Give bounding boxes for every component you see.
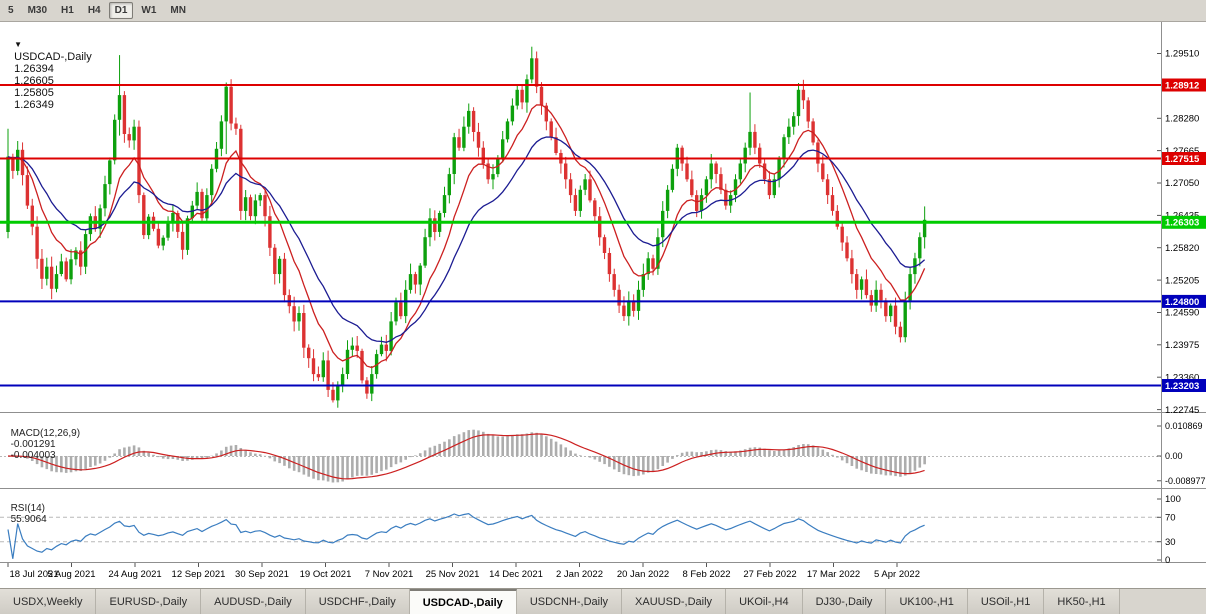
- date-label: 30 Sep 2021: [235, 569, 289, 580]
- price-axis[interactable]: 1.295101.282801.276651.270501.264351.258…: [1157, 49, 1206, 566]
- date-label: 27 Feb 2022: [743, 569, 796, 580]
- moving-averages: [7, 104, 926, 369]
- date-label: 25 Nov 2021: [426, 569, 480, 580]
- price-level-badge-label: 1.26303: [1165, 218, 1199, 229]
- candlestick-series: [6, 46, 927, 408]
- chart-symbol-label: USDCAD-,Daily: [14, 51, 92, 63]
- price-level-badge: [1162, 78, 1206, 92]
- panel-borders: [0, 22, 1206, 563]
- price-tick-label: 1.28280: [1165, 113, 1199, 124]
- chart-tab-usdcnh[interactable]: USDCNH-,Daily: [516, 589, 623, 614]
- chart-tab-bar: USDX,Weekly EURUSD-,Daily AUDUSD-,Daily USD…: [0, 588, 1206, 614]
- price-level-badge: [1162, 379, 1206, 392]
- price-tick-label: 1.27050: [1165, 178, 1199, 189]
- price-tick-label: 1.22745: [1165, 405, 1199, 416]
- rsi-tick-label: 100: [1165, 494, 1181, 505]
- rsi-tick-label: 70: [1165, 513, 1176, 524]
- symbol-dropdown-icon[interactable]: ▼: [14, 40, 23, 49]
- price-tick-label: 1.25820: [1165, 243, 1199, 254]
- price-level-badge-label: 1.24800: [1165, 297, 1199, 308]
- date-label: 5 Aug 2021: [47, 569, 95, 580]
- chart-tab-usdx[interactable]: USDX,Weekly: [0, 589, 97, 614]
- macd-tick-label: 0.010869: [1165, 421, 1203, 431]
- price-tick-label: 1.25205: [1165, 275, 1199, 286]
- price-level-badge-label: 1.27515: [1165, 154, 1200, 165]
- price-level-badge-label: 1.28912: [1165, 80, 1199, 91]
- macd-tick-label: -0.008977: [1165, 476, 1206, 486]
- chart-tab-usdchf[interactable]: USDCHF-,Daily: [305, 589, 410, 614]
- chart-tab-dj30[interactable]: DJ30-,Daily: [802, 589, 887, 614]
- price-level-badge: [1162, 152, 1206, 165]
- timeframe-button-d1[interactable]: D1: [108, 2, 134, 19]
- date-label: 17 Mar 2022: [807, 569, 860, 580]
- macd-name: MACD(12,26,9): [10, 428, 81, 439]
- chart-tab-usdcad[interactable]: USDCAD-,Daily: [409, 589, 517, 614]
- chart-tab-xauusd[interactable]: XAUUSD-,Daily: [622, 589, 727, 614]
- price-level-badge: [1162, 215, 1206, 229]
- chart-tab-audusd[interactable]: AUDUSD-,Daily: [201, 589, 306, 614]
- rsi-name: RSI(14): [10, 503, 46, 514]
- chart-title-overlay: ▼ USDCAD-,Daily 1.26394 1.26605 1.25805 …: [8, 27, 97, 111]
- ohlc-close: 1.26349: [14, 99, 54, 111]
- price-tick-label: 1.23360: [1165, 372, 1199, 383]
- macd-label-overlay: MACD(12,26,9) -0.001291 -0.004003: [5, 417, 85, 461]
- date-label: 8 Feb 2022: [682, 569, 730, 580]
- date-label: 24 Aug 2021: [108, 569, 161, 580]
- ohlc-open: 1.26394: [14, 63, 54, 75]
- macd-panel: [7, 429, 926, 483]
- macd-signal-value: -0.004003: [10, 450, 56, 461]
- chart-tab-uk100[interactable]: UK100-,H1: [886, 589, 968, 614]
- chart-tab-hk50[interactable]: HK50-,H1: [1044, 589, 1120, 614]
- chart-tab-usoil[interactable]: USOil-,H1: [967, 589, 1045, 614]
- date-label: 20 Jan 2022: [617, 569, 669, 580]
- price-tick-label: 1.27665: [1165, 146, 1199, 157]
- timeframe-button-5[interactable]: 5: [8, 5, 14, 16]
- macd-main-value: -0.001291: [10, 439, 56, 450]
- chart-tab-ukoil[interactable]: UKOil-,H4: [726, 589, 803, 614]
- timeframe-toolbar: 5 M30 H1 H4 D1 W1 MN: [0, 0, 1206, 22]
- timeframe-button-h4[interactable]: H4: [87, 5, 101, 16]
- price-level-badge-label: 1.23203: [1165, 381, 1199, 392]
- rsi-value: 55.9064: [10, 514, 47, 525]
- date-label: 2 Jan 2022: [556, 569, 603, 580]
- date-label: 12 Sep 2021: [172, 569, 226, 580]
- price-tick-label: 1.23975: [1165, 340, 1199, 351]
- rsi-tick-label: 30: [1165, 537, 1176, 548]
- date-label: 5 Apr 2022: [874, 569, 920, 580]
- date-label: 18 Jul 2021: [9, 569, 58, 580]
- price-tick-label: 1.29510: [1165, 49, 1199, 60]
- ohlc-low: 1.25805: [14, 87, 54, 99]
- macd-tick-label: 0.00: [1165, 451, 1183, 461]
- date-label: 7 Nov 2021: [365, 569, 414, 580]
- price-tick-label: 1.24590: [1165, 308, 1199, 319]
- timeframe-button-h1[interactable]: H1: [61, 5, 74, 16]
- date-label: 19 Oct 2021: [300, 569, 352, 580]
- rsi-tick-label: 0: [1165, 555, 1170, 566]
- ohlc-high: 1.26605: [14, 75, 54, 87]
- macd-signal-line: [7, 433, 925, 480]
- chart-tab-eurusd[interactable]: EURUSD-,Daily: [96, 589, 202, 614]
- timeframe-button-m30[interactable]: M30: [27, 5, 48, 16]
- timeframe-button-mn[interactable]: MN: [170, 5, 186, 16]
- price-level-badge: [1162, 294, 1206, 308]
- rsi-panel: [7, 512, 925, 559]
- timeframe-button-w1[interactable]: W1: [141, 5, 157, 16]
- rsi-label-overlay: RSI(14) 55.9064: [5, 492, 52, 525]
- rsi-line: [7, 512, 925, 559]
- date-label: 14 Dec 2021: [489, 569, 543, 580]
- support-resistance-lines[interactable]: [0, 84, 1161, 387]
